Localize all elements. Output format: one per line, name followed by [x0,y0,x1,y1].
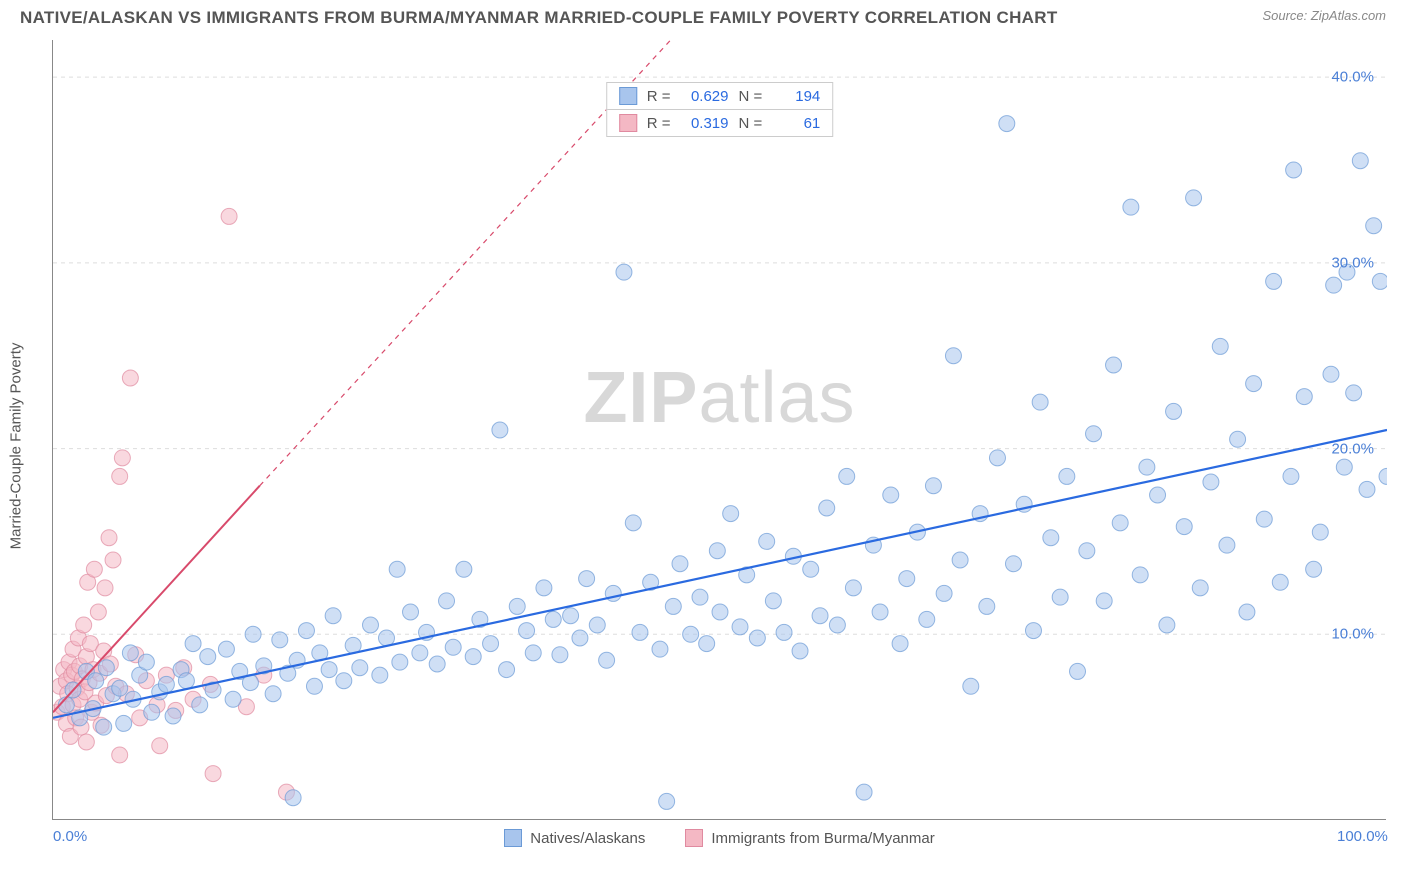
n-label: N = [739,88,763,105]
y-axis-label: Married-Couple Family Poverty [8,343,25,550]
x-tick: 0.0% [53,828,87,845]
chart-source: Source: ZipAtlas.com [1262,8,1386,23]
n-label: N = [739,115,763,132]
legend-stats-row: R = 0.319 N = 61 [607,109,833,136]
n-value: 61 [772,115,820,132]
chart-title: NATIVE/ALASKAN VS IMMIGRANTS FROM BURMA/… [20,8,1058,28]
swatch-icon [685,829,703,847]
legend-stats-box: R = 0.629 N = 194 R = 0.319 N = 61 [606,82,834,137]
plot-area: ZIPatlas R = 0.629 N = 194 R = 0.319 N =… [52,40,1386,820]
r-value: 0.629 [681,88,729,105]
swatch-icon [504,829,522,847]
legend-item: Natives/Alaskans [504,829,645,847]
swatch-icon [619,114,637,132]
scatter-chart [53,40,1387,820]
x-tick: 100.0% [1337,828,1388,845]
r-label: R = [647,88,671,105]
y-tick: 30.0% [1331,254,1374,271]
legend-stats-row: R = 0.629 N = 194 [607,83,833,109]
r-value: 0.319 [681,115,729,132]
n-value: 194 [772,88,820,105]
y-tick: 10.0% [1331,626,1374,643]
r-label: R = [647,115,671,132]
y-tick: 20.0% [1331,440,1374,457]
legend-item: Immigrants from Burma/Myanmar [685,829,934,847]
swatch-icon [619,87,637,105]
legend-bottom: Natives/Alaskans Immigrants from Burma/M… [53,829,1386,847]
legend-label: Natives/Alaskans [530,830,645,847]
y-tick: 40.0% [1331,69,1374,86]
legend-label: Immigrants from Burma/Myanmar [711,830,934,847]
